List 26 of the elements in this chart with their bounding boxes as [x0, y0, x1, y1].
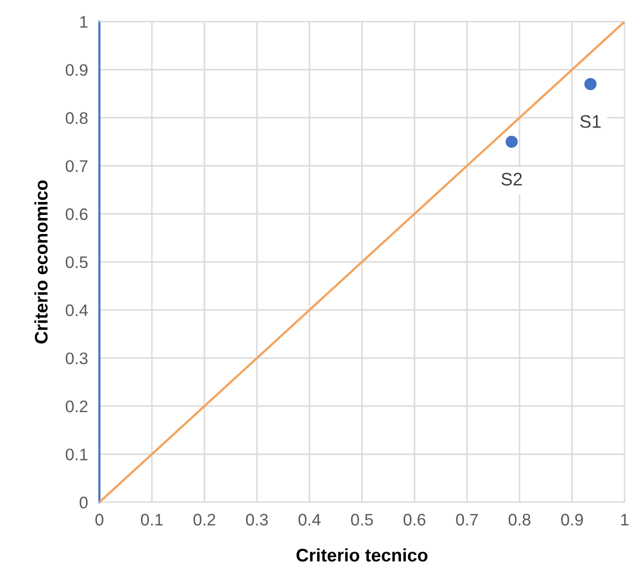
x-tick-label: 0.1	[140, 514, 163, 526]
y-tick-label: 1	[80, 16, 88, 28]
annotation: S1	[580, 115, 601, 128]
x-tick-label: 0.2	[193, 514, 216, 526]
y-tick-label: 0.5	[66, 256, 88, 268]
y-tick-label: 0	[80, 496, 88, 508]
annotation: S2	[501, 172, 522, 186]
x-tick-label: 0.4	[298, 514, 321, 526]
y-tick-label: 0.4	[66, 304, 88, 316]
x-tick-label: 0.9	[561, 514, 583, 526]
x-axis-title: Criterio tecnico	[296, 548, 428, 562]
y-axis-title: Criterio economico	[34, 180, 48, 344]
y-tick-label: 0.3	[66, 352, 88, 364]
y-tick-label: 0.2	[66, 400, 88, 412]
y-tick-label: 0.9	[66, 64, 88, 76]
x-tick-label: 0.8	[508, 514, 530, 526]
x-tick-label: 1	[621, 514, 628, 526]
y-tick-label: 0.7	[66, 160, 88, 172]
y-tick-label: 0.1	[66, 448, 88, 460]
x-tick-label: 0.6	[404, 514, 426, 526]
x-tick-label: 0.3	[246, 514, 268, 526]
y-tick-label: 0.8	[66, 112, 88, 124]
x-tick-label: 0	[95, 514, 104, 526]
y-tick-label: 0.6	[66, 208, 88, 220]
x-tick-label: 0.7	[456, 514, 478, 526]
x-tick-label: 0.5	[351, 514, 373, 526]
